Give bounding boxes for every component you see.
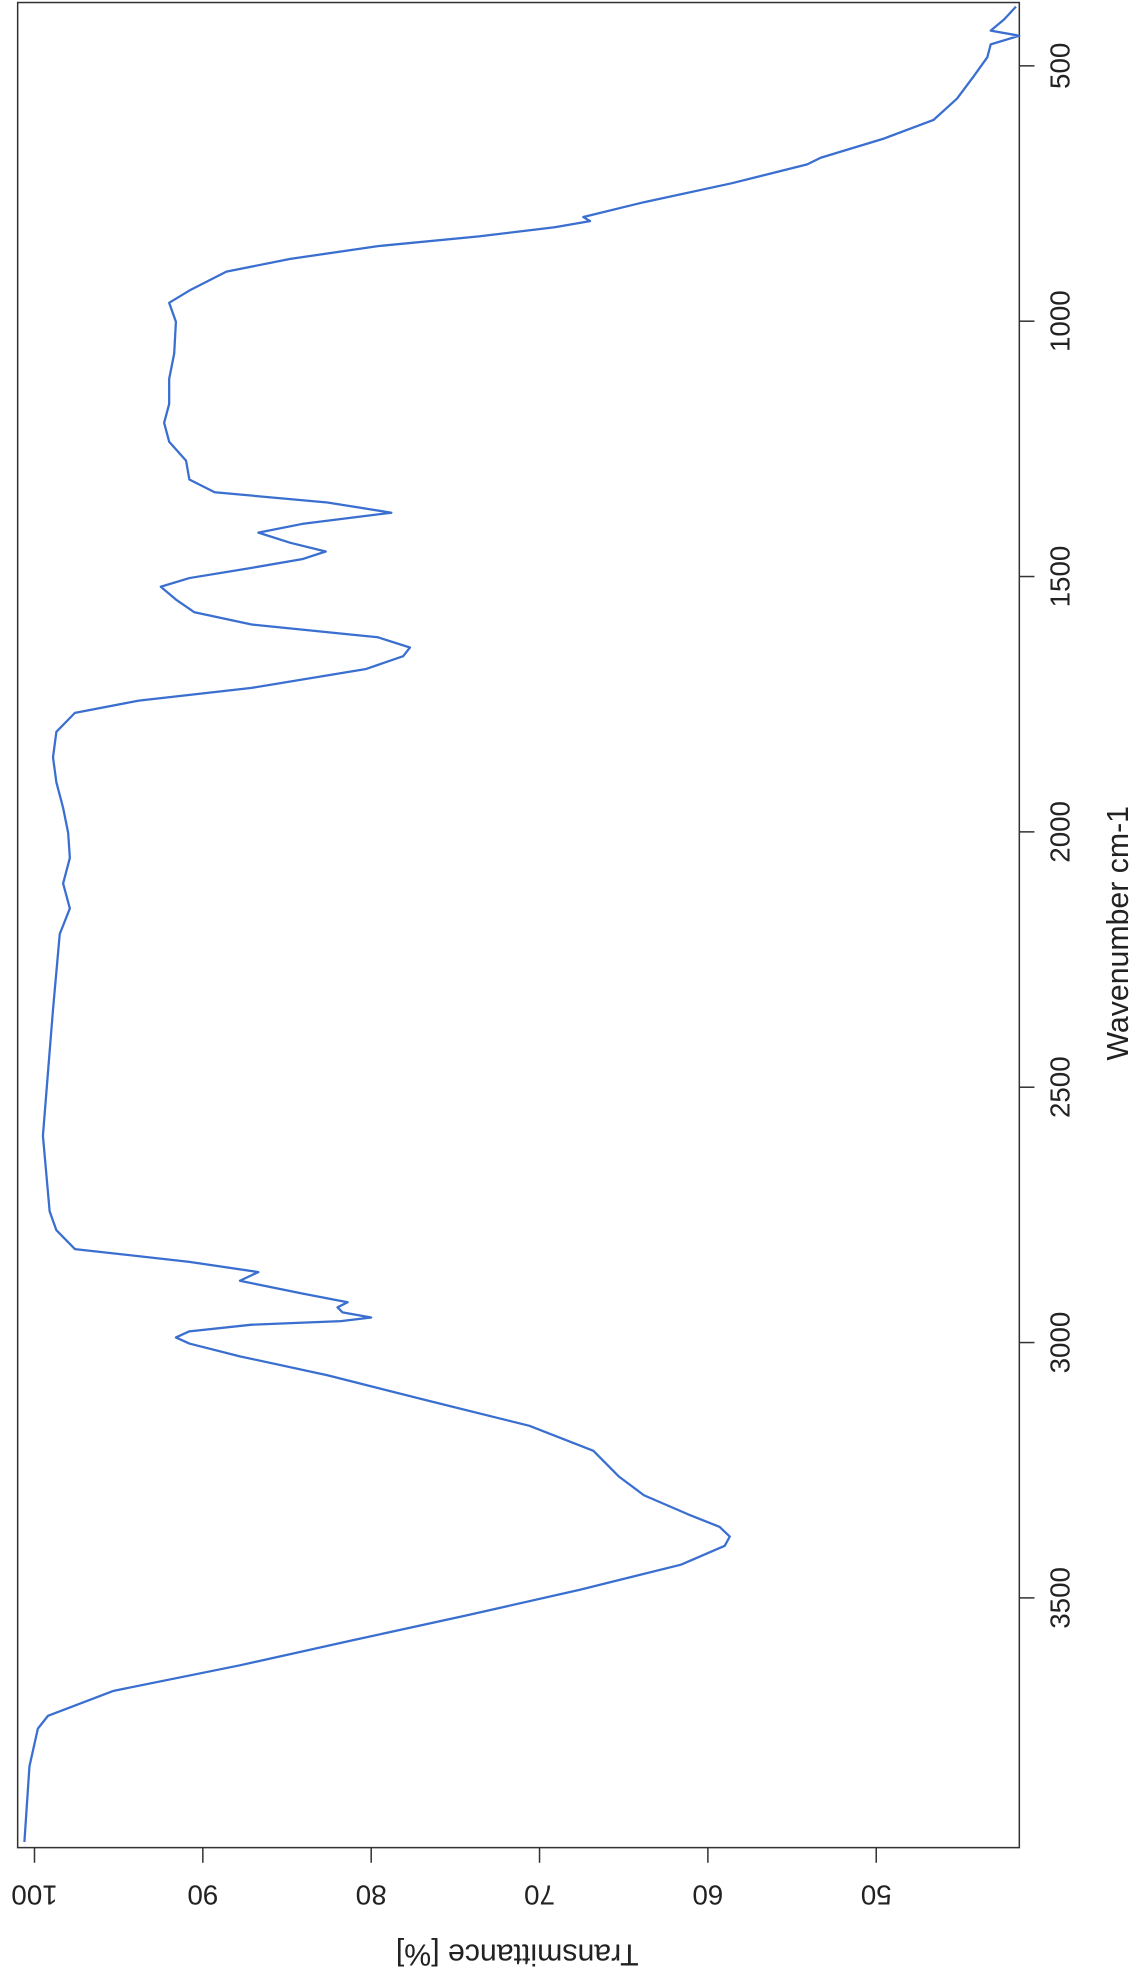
x-tick-label: 500 xyxy=(1045,43,1076,89)
y-tick-label: 90 xyxy=(187,1880,218,1911)
spectrum-line xyxy=(23,5,1021,1843)
x-axis-title: Wavenumber cm-1 xyxy=(1102,806,1135,1060)
y-tick-label: 60 xyxy=(692,1880,723,1911)
x-tick-label: 2000 xyxy=(1045,801,1076,863)
x-tick-label: 3500 xyxy=(1045,1567,1076,1629)
x-tick-label: 2500 xyxy=(1045,1056,1076,1118)
y-tick-label: 80 xyxy=(356,1880,387,1911)
x-tick-label: 1000 xyxy=(1045,290,1076,352)
y-axis-title: Transmittance [%] xyxy=(396,1937,639,1970)
y-tick-label: 70 xyxy=(524,1880,555,1911)
x-tick-label: 3000 xyxy=(1045,1312,1076,1374)
x-tick-label: 1500 xyxy=(1045,546,1076,608)
y-tick-label: 100 xyxy=(11,1880,57,1911)
y-tick-label: 50 xyxy=(861,1880,892,1911)
plot-frame xyxy=(16,1,1021,1849)
